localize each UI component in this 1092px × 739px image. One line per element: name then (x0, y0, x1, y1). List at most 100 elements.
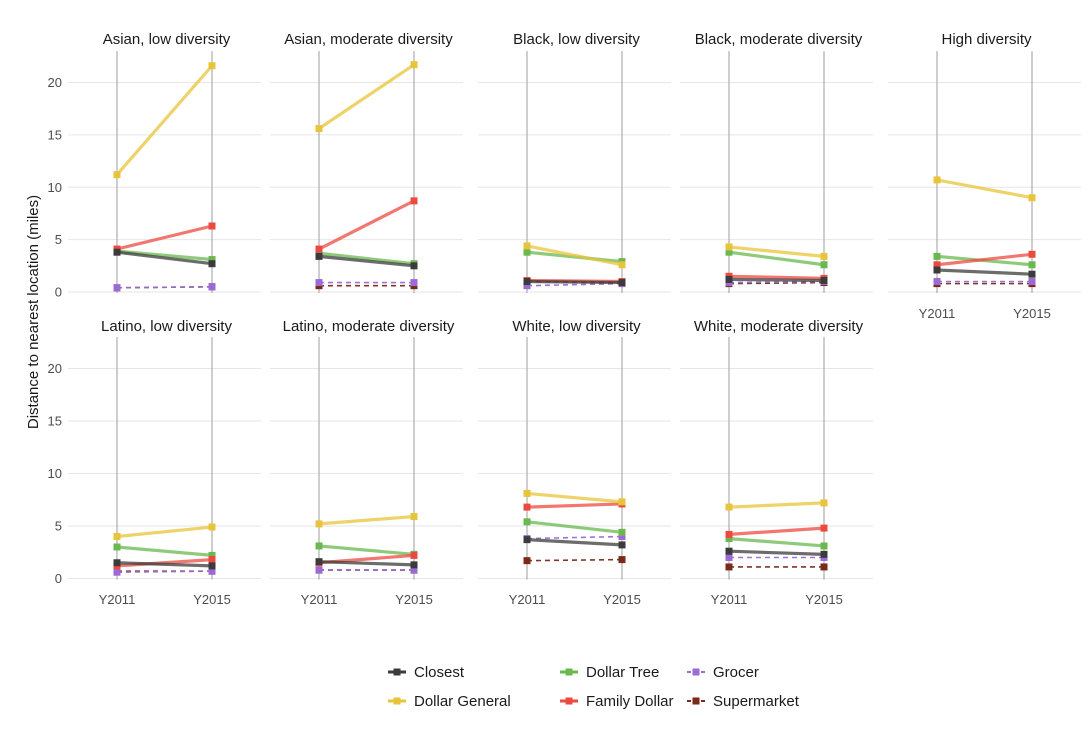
data-point (820, 563, 828, 571)
legend-item: Grocer (687, 664, 759, 681)
series-line (116, 250, 213, 266)
data-point (523, 278, 531, 286)
facet-panel: Black, moderate diversity (680, 31, 873, 293)
y-tick-label: 15 (48, 127, 62, 142)
legend-key-marker (565, 697, 573, 705)
data-point (725, 547, 733, 555)
data-point (820, 276, 828, 284)
data-point (315, 520, 323, 528)
data-point (208, 567, 216, 575)
data-point (725, 275, 733, 283)
data-point (113, 171, 121, 179)
legend-item: Closest (388, 664, 465, 681)
data-point (820, 261, 828, 269)
data-point (933, 176, 941, 184)
data-point (725, 530, 733, 538)
data-point (1028, 261, 1036, 269)
series-line (526, 502, 623, 509)
series-line (318, 514, 415, 526)
data-point (618, 533, 626, 540)
series-line (318, 560, 415, 567)
data-point (315, 566, 323, 574)
facet-panel: Asian, low diversity 0 5 10 15 20 (48, 31, 261, 300)
data-point (523, 282, 531, 290)
legend-label: Dollar Tree (586, 664, 659, 681)
facet-panel: White, low diversity Y2011 Y2015 (478, 318, 671, 607)
series-line (728, 250, 825, 267)
legend-key-marker (692, 668, 700, 676)
facet-panel: High diversity Y2011 Y2015 (888, 31, 1081, 321)
data-point (113, 533, 121, 540)
legend-key-marker (565, 668, 573, 676)
legend-key-marker (692, 697, 700, 705)
data-point (315, 125, 323, 133)
chart-panels: Asian, low diversity 0 5 10 15 20 Asian, moder… (48, 31, 1081, 607)
data-point (113, 568, 121, 576)
data-point (410, 197, 418, 205)
y-tick-label: 20 (48, 75, 62, 90)
series-line (526, 244, 623, 267)
facet-panel: Asian, moderate diversity (270, 31, 463, 293)
data-point (410, 279, 418, 287)
facet-panel: White, moderate diversity Y2011 Y2015 (680, 318, 873, 607)
series-line (526, 279, 623, 285)
data-point (208, 562, 216, 570)
chart-legend: Closest Dollar Tree Grocer Dollar General Fa… (388, 664, 800, 710)
facet-panel: Black, low diversity (478, 31, 671, 293)
y-axis-title: Distance to nearest location (miles) (25, 195, 42, 429)
data-point (618, 261, 626, 269)
series-line (116, 285, 213, 289)
series-line (728, 526, 825, 536)
data-point (523, 557, 531, 565)
series-line (728, 274, 825, 280)
facet-title: High diversity (941, 31, 1032, 48)
data-point (410, 262, 418, 270)
legend-label: Closest (414, 664, 465, 681)
series-line (318, 199, 415, 251)
data-point (1028, 270, 1036, 278)
y-tick-label: 10 (48, 466, 62, 481)
data-point (820, 499, 828, 507)
facet-panel: Latino, moderate diversity Y2011 Y2015 (270, 318, 463, 607)
data-point (523, 536, 531, 544)
x-tick-label: Y2015 (805, 592, 843, 607)
data-point (618, 541, 626, 549)
data-point (410, 551, 418, 559)
y-tick-label: 0 (55, 571, 62, 586)
legend-key-marker (393, 668, 401, 676)
data-point (208, 222, 216, 230)
series-line (936, 178, 1033, 200)
data-point (208, 523, 216, 531)
data-point (315, 558, 323, 566)
series-line (728, 281, 825, 285)
data-point (208, 256, 216, 264)
series-line (728, 277, 825, 283)
data-point (208, 260, 216, 268)
data-point (410, 61, 418, 69)
y-tick-label: 10 (48, 180, 62, 195)
y-tick-label: 0 (55, 285, 62, 300)
facet-title: Asian, moderate diversity (284, 31, 453, 48)
data-point (113, 248, 121, 256)
series-line (526, 520, 623, 534)
data-point (315, 245, 323, 253)
x-tick-label: Y2015 (395, 592, 433, 607)
series-line (318, 251, 415, 266)
series-line (728, 501, 825, 509)
x-tick-label: Y2011 (99, 592, 136, 607)
data-point (1028, 250, 1036, 258)
series-line (936, 252, 1033, 267)
facet-title: Black, moderate diversity (695, 31, 863, 48)
data-point (523, 248, 531, 256)
series-line (526, 535, 623, 540)
data-point (618, 498, 626, 506)
data-point (315, 279, 323, 287)
data-point (523, 242, 531, 250)
series-line (526, 558, 623, 562)
data-point (618, 528, 626, 536)
y-tick-label: 15 (48, 414, 62, 429)
data-point (208, 283, 216, 291)
data-point (113, 284, 121, 292)
series-line (116, 561, 213, 568)
